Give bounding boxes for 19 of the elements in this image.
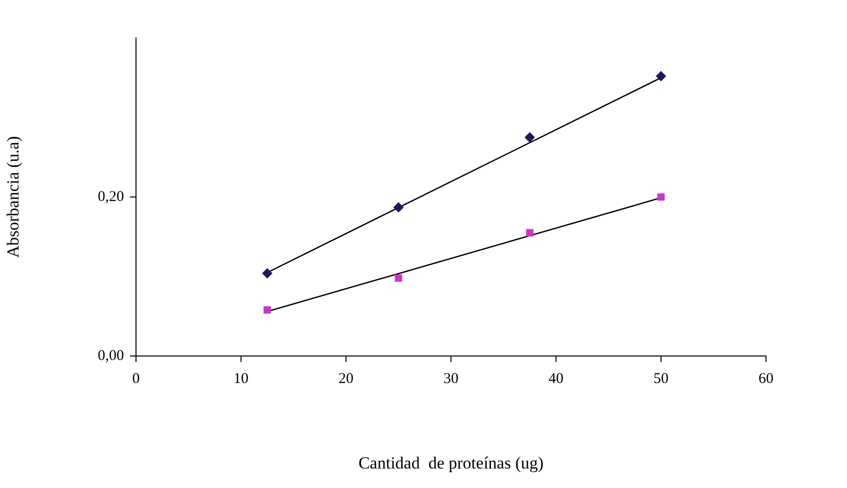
y-tick-label: 0,20 — [98, 188, 124, 205]
x-tick-label: 60 — [758, 370, 774, 387]
point — [657, 193, 665, 201]
y-tick-label: 0,00 — [98, 348, 124, 364]
y-axis-title: Absorbancia (u.a) — [4, 136, 23, 258]
point — [264, 306, 271, 314]
point — [262, 268, 272, 278]
x-tick-label: 0 — [132, 370, 140, 387]
x-tick-label: 50 — [654, 370, 668, 387]
point — [524, 132, 535, 142]
x-axis-title: Cantidad de proteínas (ug) — [358, 453, 544, 472]
point — [656, 71, 666, 82]
point — [526, 229, 534, 236]
point — [394, 274, 402, 282]
x-tick-label: 30 — [444, 370, 458, 387]
point — [394, 202, 404, 212]
x-tick-label: 40 — [548, 370, 564, 387]
x-tick-label: 20 — [338, 370, 354, 387]
x-tick-label: 10 — [234, 370, 248, 387]
